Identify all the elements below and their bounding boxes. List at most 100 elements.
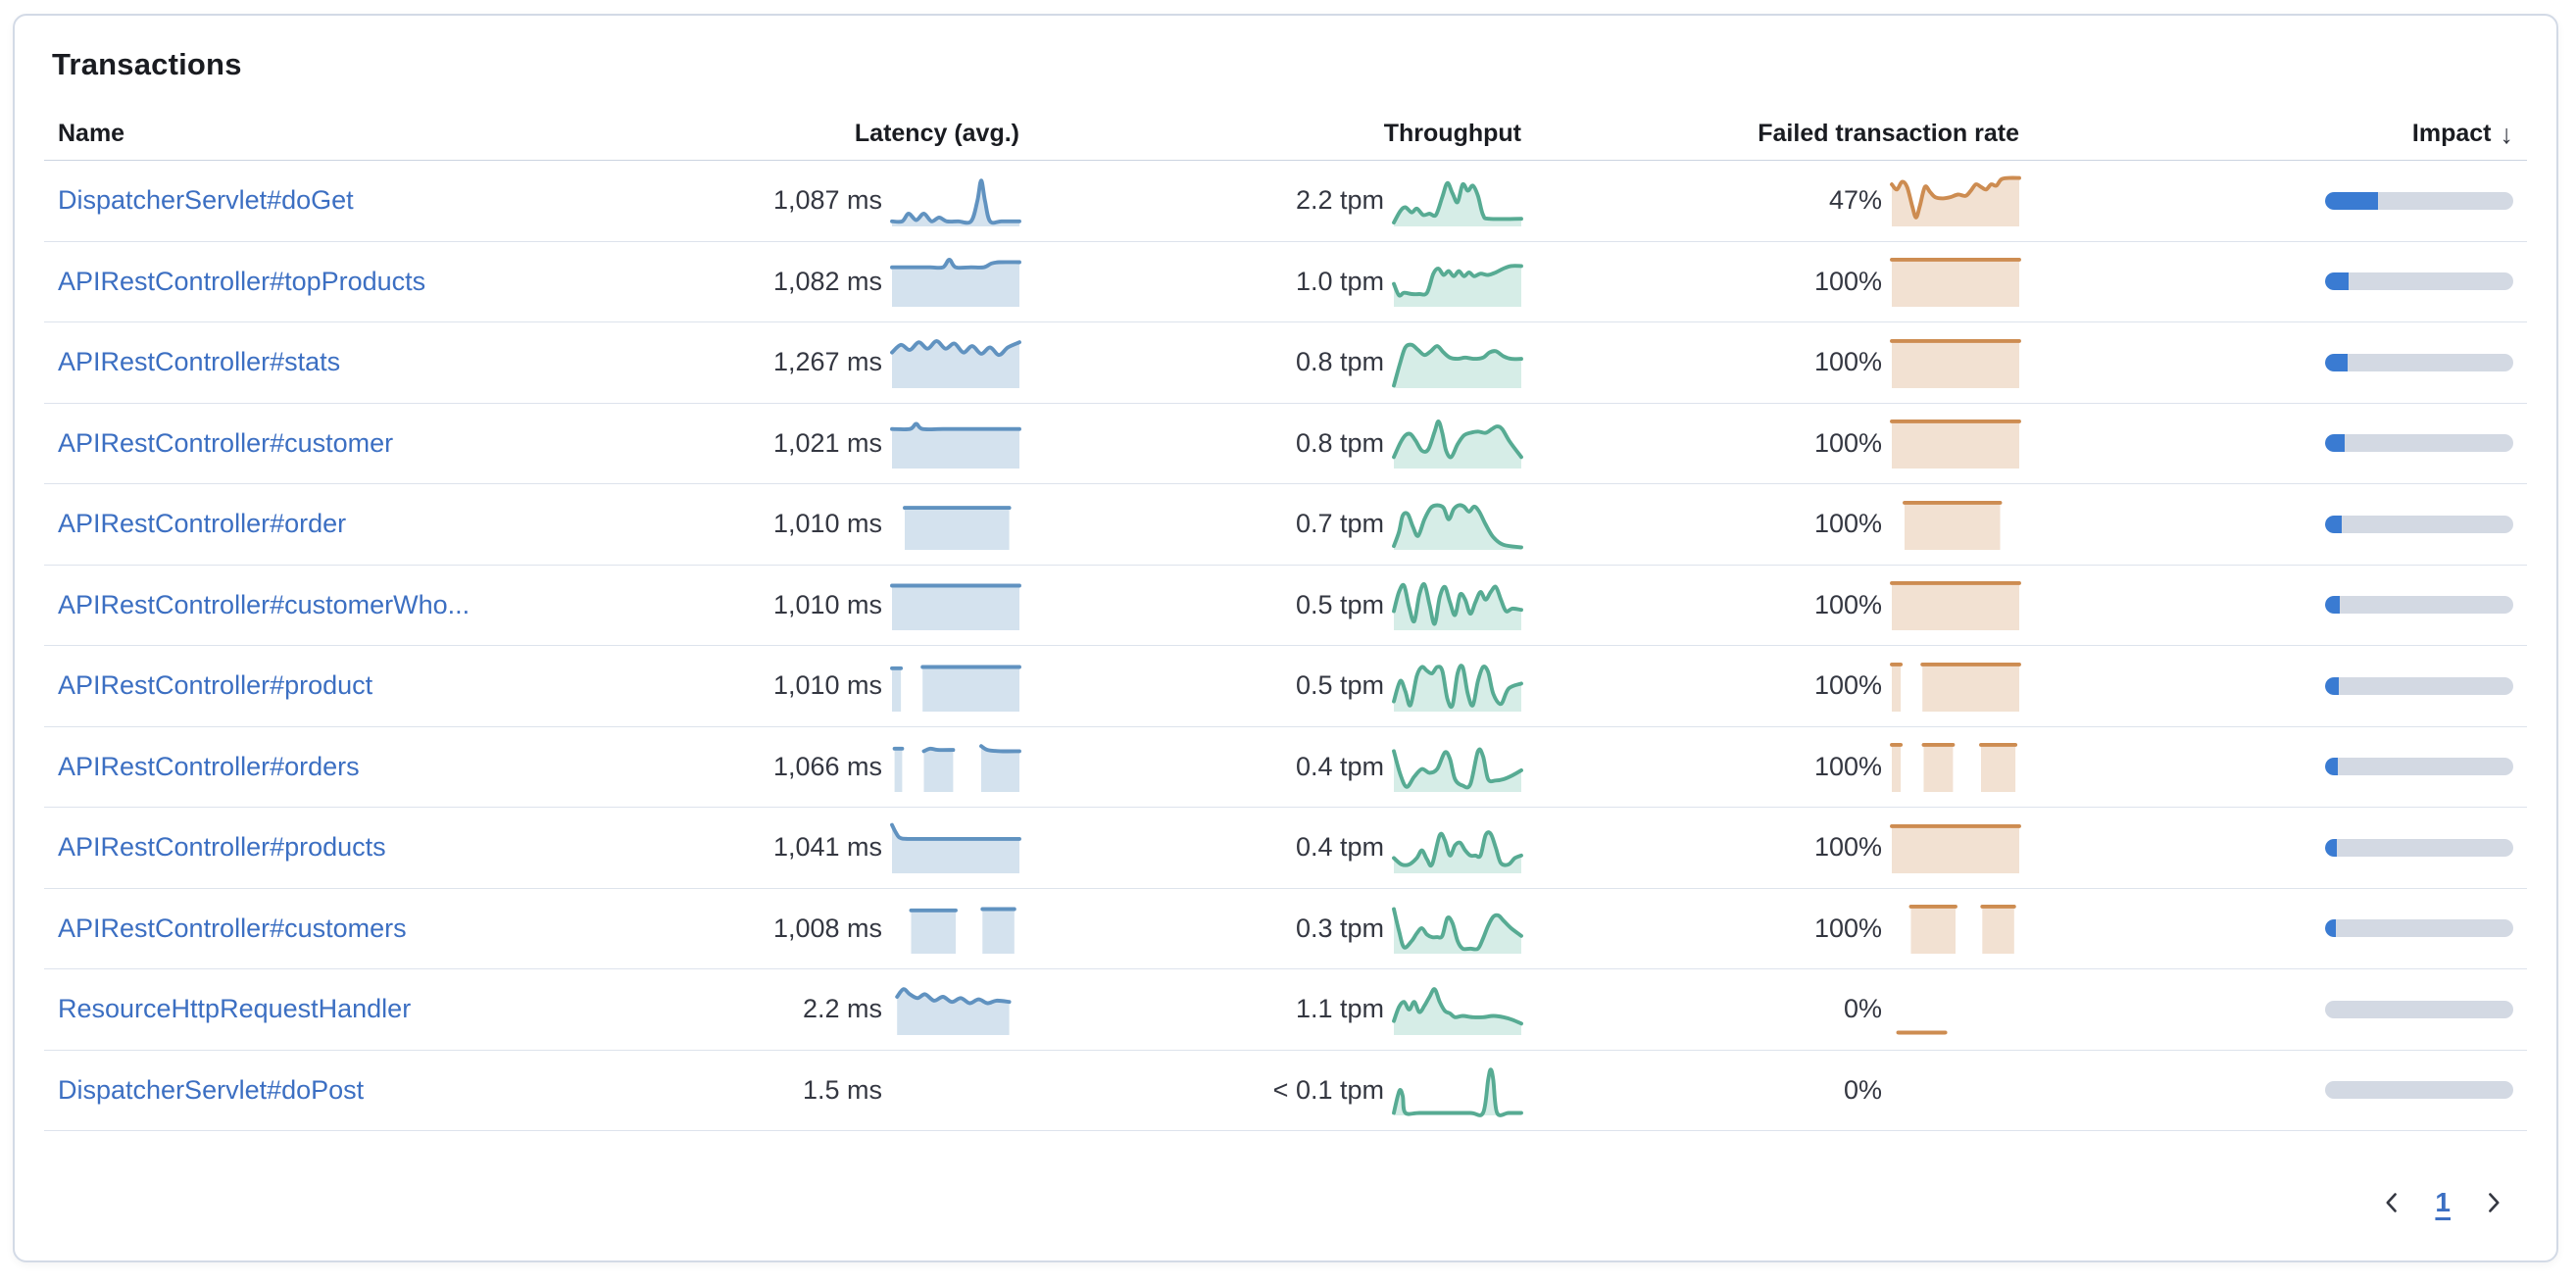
transaction-name-link[interactable]: ResourceHttpRequestHandler <box>58 994 412 1024</box>
impact-bar-fill <box>2325 838 2337 857</box>
previous-page-button[interactable] <box>2368 1179 2415 1226</box>
throughput-sparkline <box>1392 747 1523 793</box>
name-cell: ResourceHttpRequestHandler <box>44 994 616 1024</box>
latency-sparkline <box>890 178 1021 226</box>
pagination: 1 <box>44 1145 2527 1260</box>
transaction-name-link[interactable]: DispatcherServlet#doGet <box>58 185 354 216</box>
impact-cell <box>2033 353 2527 371</box>
throughput-sparkline <box>1392 342 1523 388</box>
impact-bar <box>2325 919 2513 938</box>
latency-value: 1,087 ms <box>772 185 882 216</box>
impact-bar-fill <box>2325 596 2341 615</box>
transaction-name-link[interactable]: APIRestController#customer <box>58 427 394 458</box>
failed-rate-value: 0% <box>1843 1074 1882 1105</box>
transaction-name-link[interactable]: APIRestController#products <box>58 832 386 863</box>
impact-cell <box>2033 1000 2527 1018</box>
transaction-name-link[interactable]: APIRestController#product <box>58 670 373 701</box>
failed-rate-sparkline <box>1903 500 2003 550</box>
throughput-cell: 2.2 tpm <box>1033 175 1535 226</box>
failed-rate-sparkline <box>1896 1030 1948 1035</box>
column-header-latency[interactable]: Latency (avg.) <box>854 120 1019 147</box>
throughput-cell: 0.5 tpm <box>1033 661 1535 712</box>
sort-descending-icon: ↓ <box>2500 120 2514 149</box>
failed-rate-value: 100% <box>1813 427 1882 458</box>
throughput-sparkline <box>1392 420 1523 469</box>
failed-rate-cell: 0% <box>1535 1064 2033 1115</box>
latency-value: 1.5 ms <box>802 1074 882 1105</box>
transaction-name-link[interactable]: APIRestController#order <box>58 509 347 539</box>
latency-sparkline <box>892 1064 1019 1115</box>
card-title: Transactions <box>52 47 242 81</box>
throughput-sparkline <box>1392 829 1523 873</box>
failed-rate-sparkline <box>1890 743 2018 793</box>
table-row: APIRestController#products 1,041 ms 0.4 … <box>44 808 2527 889</box>
transaction-name-link[interactable]: DispatcherServlet#doPost <box>58 1074 365 1105</box>
page-1-button[interactable]: 1 <box>2435 1187 2451 1217</box>
throughput-cell: 0.8 tpm <box>1033 337 1535 388</box>
throughput-value: 0.5 tpm <box>1295 670 1384 701</box>
column-header-failed-rate[interactable]: Failed transaction rate <box>1758 120 2019 147</box>
name-cell: APIRestController#products <box>44 832 616 863</box>
latency-value: 1,041 ms <box>772 832 882 863</box>
name-cell: APIRestController#product <box>44 670 616 701</box>
failed-rate-cell: 100% <box>1535 661 2033 712</box>
transaction-name-link[interactable]: APIRestController#stats <box>58 347 341 377</box>
throughput-value: 0.7 tpm <box>1295 509 1384 539</box>
name-cell: APIRestController#customerWho... <box>44 590 616 620</box>
impact-cell <box>2033 758 2527 776</box>
latency-cell: 1,010 ms <box>616 661 1033 712</box>
latency-value: 1,066 ms <box>772 751 882 781</box>
latency-value: 1,010 ms <box>772 589 882 619</box>
next-page-button[interactable] <box>2470 1179 2517 1226</box>
throughput-value: 1.0 tpm <box>1295 266 1384 296</box>
table-row: DispatcherServlet#doPost 1.5 ms < 0.1 tp… <box>44 1051 2527 1131</box>
impact-cell <box>2033 596 2527 615</box>
impact-cell <box>2033 434 2527 453</box>
column-header-throughput[interactable]: Throughput <box>1383 120 1521 147</box>
throughput-value: 2.2 tpm <box>1295 185 1384 216</box>
latency-value: 1,082 ms <box>772 266 882 296</box>
impact-bar <box>2325 838 2513 857</box>
throughput-sparkline <box>1392 1067 1523 1118</box>
latency-cell: 1,082 ms <box>616 256 1033 308</box>
impact-bar <box>2325 1081 2513 1100</box>
throughput-value: 0.3 tpm <box>1295 913 1384 943</box>
latency-sparkline <box>890 822 1021 873</box>
latency-cell: 1,021 ms <box>616 418 1033 469</box>
impact-bar <box>2325 758 2513 776</box>
latency-cell: 1,066 ms <box>616 741 1033 793</box>
table-row: APIRestController#order 1,010 ms 0.7 tpm… <box>44 484 2527 566</box>
failed-rate-value: 100% <box>1813 509 1882 539</box>
table-row: APIRestController#topProducts 1,082 ms 1… <box>44 242 2527 322</box>
throughput-sparkline <box>1392 503 1523 550</box>
name-cell: DispatcherServlet#doPost <box>44 1075 616 1106</box>
failed-rate-cell: 100% <box>1535 256 2033 308</box>
throughput-value: < 0.1 tpm <box>1272 1074 1384 1105</box>
impact-cell <box>2033 191 2527 210</box>
chevron-right-icon <box>2489 1193 2500 1212</box>
transaction-name-link[interactable]: APIRestController#customerWho... <box>58 589 471 619</box>
impact-bar-fill <box>2325 434 2346 453</box>
transaction-name-link[interactable]: APIRestController#customers <box>58 913 407 943</box>
failed-rate-value: 0% <box>1843 994 1882 1024</box>
impact-bar <box>2325 272 2513 291</box>
throughput-value: 0.8 tpm <box>1295 427 1384 458</box>
impact-cell <box>2033 919 2527 938</box>
column-header-impact[interactable]: Impact ↓ <box>2033 119 2527 149</box>
impact-bar-fill <box>2325 272 2349 291</box>
latency-cell: 1,087 ms <box>616 175 1033 226</box>
failed-rate-value: 100% <box>1813 347 1882 377</box>
throughput-value: 0.4 tpm <box>1295 832 1384 863</box>
latency-value: 1,267 ms <box>772 347 882 377</box>
transaction-name-link[interactable]: APIRestController#orders <box>58 751 360 781</box>
throughput-value: 0.8 tpm <box>1295 347 1384 377</box>
latency-cell: 1.5 ms <box>616 1064 1033 1115</box>
failed-rate-cell: 100% <box>1535 337 2033 388</box>
table-header: Name Latency (avg.) Throughput Failed tr… <box>44 108 2527 161</box>
latency-value: 1,008 ms <box>772 913 882 943</box>
transaction-name-link[interactable]: APIRestController#topProducts <box>58 266 426 296</box>
impact-bar <box>2325 515 2513 533</box>
table-row: APIRestController#customer 1,021 ms 0.8 … <box>44 404 2527 484</box>
throughput-value: 1.1 tpm <box>1295 994 1384 1024</box>
impact-bar-fill <box>2325 676 2340 695</box>
